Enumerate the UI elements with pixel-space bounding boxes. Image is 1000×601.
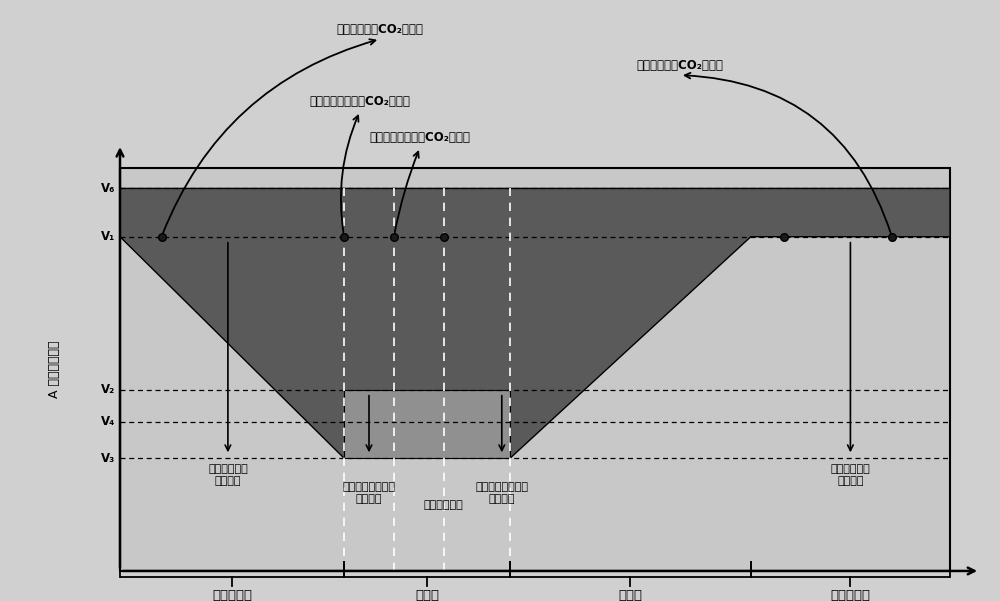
- Text: 排队速度改变延误CO₂碳排放: 排队速度改变延误CO₂碳排放: [310, 95, 410, 108]
- Bar: [120, 168, 950, 571]
- Text: 施工区下游: 施工区下游: [830, 589, 870, 601]
- Text: 速度降低延误CO₂碳排放: 速度降低延误CO₂碳排放: [637, 59, 723, 72]
- Text: A 车辆通行速度: A 车辆通行速度: [48, 341, 61, 398]
- Polygon shape: [120, 189, 950, 458]
- Text: V₁: V₁: [101, 230, 115, 243]
- Text: 排队通行过程: 排队通行过程: [424, 500, 464, 510]
- Text: 速度改变过程
（加速）: 速度改变过程 （加速）: [831, 464, 870, 486]
- Text: 速度改变延误CO₂碳排放: 速度改变延误CO₂碳排放: [337, 23, 423, 36]
- Text: 排队区: 排队区: [415, 589, 439, 601]
- Text: 排队速度改变过程
（加速）: 排队速度改变过程 （加速）: [475, 482, 528, 504]
- Text: 排队速度降低延误CO₂碳排放: 排队速度降低延误CO₂碳排放: [370, 131, 470, 144]
- Text: 施工区: 施工区: [618, 589, 642, 601]
- Text: 速度改变过程
（减速）: 速度改变过程 （减速）: [208, 464, 248, 486]
- Polygon shape: [344, 390, 510, 458]
- Text: V₆: V₆: [101, 182, 115, 195]
- Text: V₄: V₄: [101, 415, 115, 429]
- Text: 施工区上游: 施工区上游: [212, 589, 252, 601]
- Text: 排队速度改变过程
（减速）: 排队速度改变过程 （减速）: [342, 482, 396, 504]
- Text: V₃: V₃: [101, 452, 115, 465]
- Text: V₂: V₂: [101, 383, 115, 396]
